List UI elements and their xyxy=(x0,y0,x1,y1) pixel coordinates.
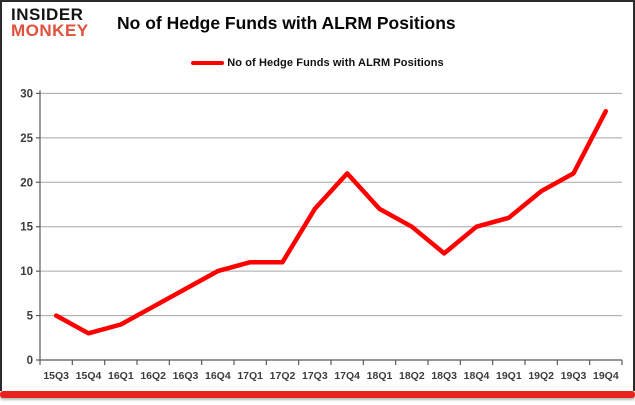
legend-label: No of Hedge Funds with ALRM Positions xyxy=(227,57,444,69)
x-tick-label: 15Q3 xyxy=(43,370,69,382)
y-tick-label: 15 xyxy=(20,222,33,234)
legend-line-swatch xyxy=(191,61,225,65)
x-tick-label: 19Q4 xyxy=(593,370,619,382)
series-line xyxy=(53,108,609,336)
logo-word-insider: INSIDER xyxy=(11,5,84,24)
x-tick-label: 17Q3 xyxy=(302,370,328,382)
y-tick-label: 20 xyxy=(20,177,33,189)
x-tick-label: 17Q4 xyxy=(334,370,360,382)
y-tick-label: 25 xyxy=(20,133,33,145)
x-tick-label: 19Q3 xyxy=(561,370,587,382)
x-tick-label: 18Q3 xyxy=(431,370,457,382)
chart-legend: No of Hedge Funds with ALRM Positions xyxy=(0,56,635,70)
x-tick-label: 19Q1 xyxy=(496,370,522,382)
x-tick-label: 17Q1 xyxy=(237,370,263,382)
x-tick-label: 19Q2 xyxy=(528,370,554,382)
insider-monkey-logo: INSIDER MONKEY xyxy=(11,5,89,40)
x-tick-label: 15Q4 xyxy=(76,370,102,382)
x-tick-label: 18Q4 xyxy=(464,370,490,382)
x-tick-label: 16Q3 xyxy=(173,370,199,382)
footer-red-bar xyxy=(0,391,635,398)
x-tick-label: 18Q1 xyxy=(367,370,393,382)
x-tick-label: 18Q2 xyxy=(399,370,425,382)
x-tick-label: 16Q4 xyxy=(205,370,231,382)
y-tick-label: 5 xyxy=(27,311,34,323)
chart-title: No of Hedge Funds with ALRM Positions xyxy=(117,13,456,33)
x-tick-label: 16Q2 xyxy=(140,370,166,382)
x-tick-label: 16Q1 xyxy=(108,370,134,382)
y-tick-label: 30 xyxy=(20,88,33,100)
x-tick-label: 17Q2 xyxy=(270,370,296,382)
y-tick-label: 0 xyxy=(27,355,33,367)
logo-word-monkey: MONKEY xyxy=(11,20,89,40)
y-tick-label: 10 xyxy=(20,266,33,278)
